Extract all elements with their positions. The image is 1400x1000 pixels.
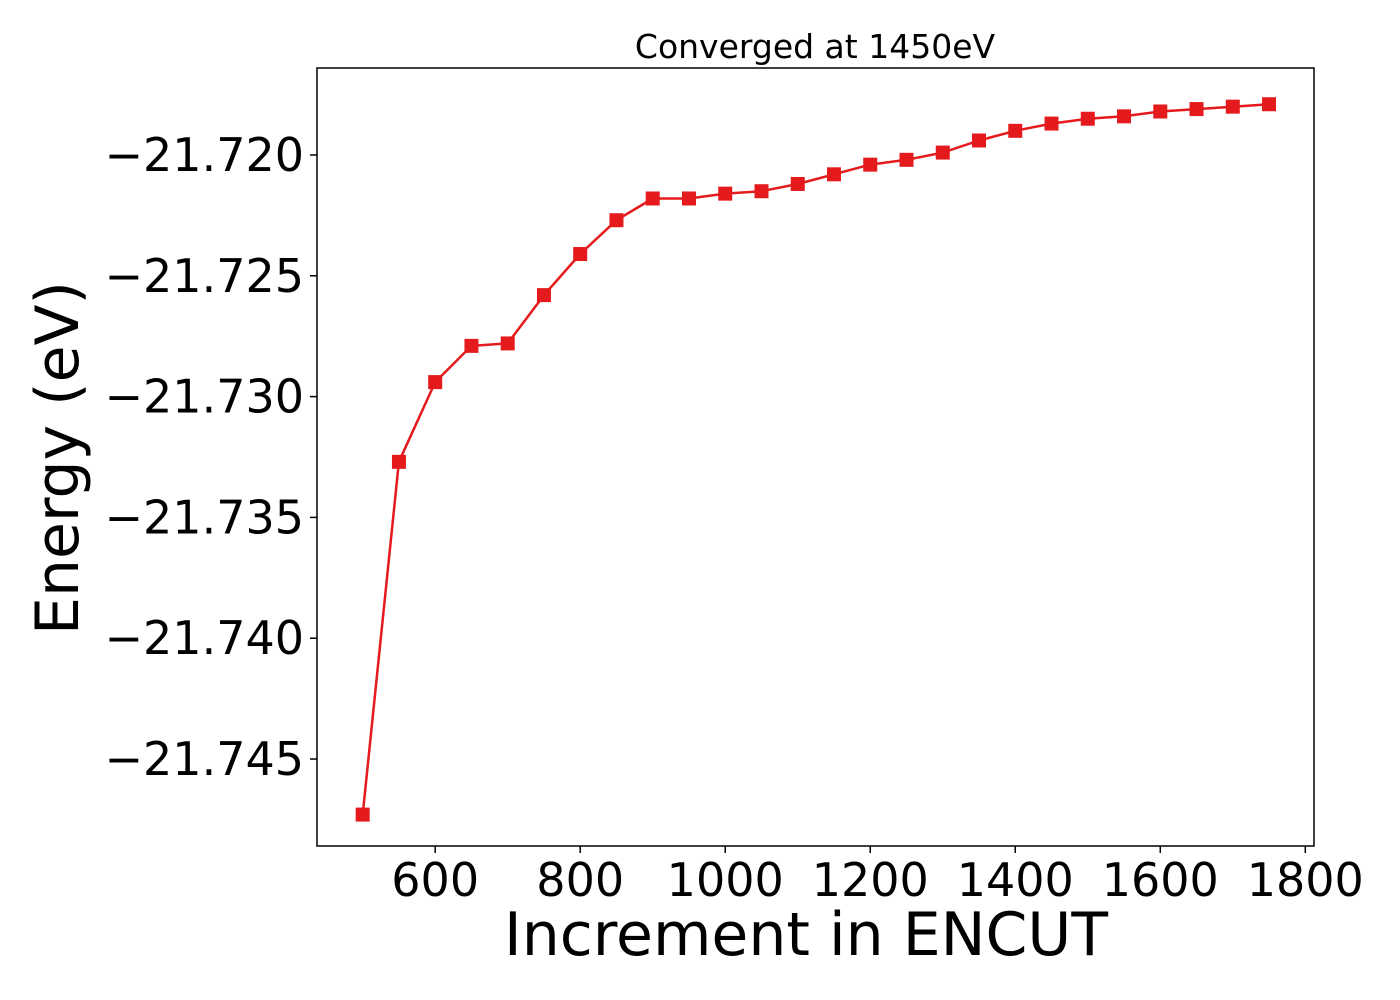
data-point-marker bbox=[790, 176, 805, 191]
data-point-marker bbox=[428, 375, 443, 390]
y-tick-label: −21.725 bbox=[105, 249, 305, 303]
x-tick-label: 1600 bbox=[1102, 853, 1219, 907]
data-point-marker bbox=[1225, 99, 1240, 114]
data-point-marker bbox=[826, 167, 841, 182]
x-axis-ticks: 600 800 1000 1200 1400 1600 1800 bbox=[391, 846, 1364, 907]
data-point-marker bbox=[1080, 111, 1095, 126]
data-point-marker bbox=[972, 133, 987, 148]
y-axis-label: Energy (eV) bbox=[23, 281, 93, 635]
data-point-marker bbox=[863, 157, 878, 172]
x-tick-label: 600 bbox=[391, 853, 479, 907]
x-tick-label: 800 bbox=[536, 853, 624, 907]
y-tick-label: −21.735 bbox=[105, 490, 305, 544]
x-tick-label: 1200 bbox=[812, 853, 929, 907]
x-tick-label: 1400 bbox=[957, 853, 1074, 907]
x-tick-label: 1000 bbox=[667, 853, 784, 907]
data-point-marker bbox=[464, 338, 479, 353]
data-point-marker bbox=[899, 152, 914, 167]
x-axis-label: Increment in ENCUT bbox=[504, 900, 1108, 970]
data-point-marker bbox=[609, 213, 624, 228]
data-point-marker bbox=[1008, 123, 1023, 138]
data-point-marker bbox=[1189, 102, 1204, 117]
data-point-marker bbox=[1117, 109, 1132, 124]
data-point-marker bbox=[935, 145, 950, 160]
data-point-marker bbox=[754, 184, 769, 199]
y-tick-label: −21.720 bbox=[105, 128, 305, 182]
data-point-marker bbox=[718, 186, 733, 201]
data-point-marker bbox=[1153, 104, 1168, 119]
data-point-marker bbox=[500, 336, 515, 351]
y-tick-label: −21.745 bbox=[105, 732, 305, 786]
data-point-marker bbox=[391, 454, 406, 469]
data-point-marker bbox=[1044, 116, 1059, 131]
data-point-marker bbox=[681, 191, 696, 206]
data-point-marker bbox=[1262, 97, 1277, 112]
y-tick-label: −21.740 bbox=[105, 611, 305, 665]
series-layer bbox=[355, 97, 1277, 822]
data-point-marker bbox=[536, 288, 551, 303]
data-point-marker bbox=[645, 191, 660, 206]
y-axis-ticks: −21.720 −21.725 −21.730 −21.735 −21.740 −21.7… bbox=[105, 128, 317, 786]
y-tick-label: −21.730 bbox=[105, 370, 305, 424]
x-tick-label: 1800 bbox=[1247, 853, 1364, 907]
chart-title: Converged at 1450eV bbox=[635, 27, 996, 66]
data-point-marker bbox=[573, 247, 588, 262]
plot-area bbox=[316, 67, 1315, 847]
data-point-marker bbox=[355, 807, 370, 822]
